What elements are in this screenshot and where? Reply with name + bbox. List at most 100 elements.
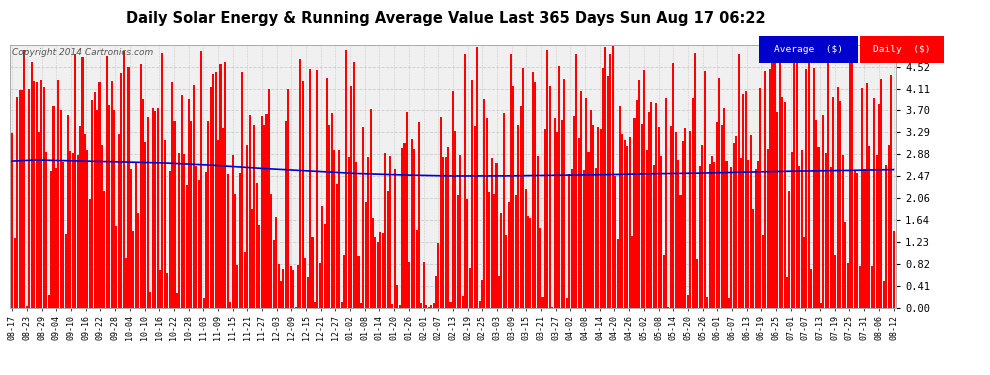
- Bar: [590, 110, 592, 308]
- Bar: [188, 99, 190, 308]
- Bar: [488, 192, 490, 308]
- Bar: [234, 194, 236, 308]
- Bar: [863, 169, 865, 308]
- Bar: [544, 129, 545, 308]
- Bar: [890, 75, 892, 308]
- Bar: [842, 155, 843, 308]
- Bar: [575, 54, 577, 307]
- Bar: [551, 306, 553, 308]
- Bar: [542, 297, 544, 307]
- Bar: [825, 153, 827, 308]
- Bar: [505, 235, 507, 308]
- Bar: [766, 149, 768, 308]
- Bar: [546, 50, 548, 308]
- Bar: [878, 104, 880, 308]
- Bar: [168, 171, 170, 308]
- Bar: [454, 131, 456, 308]
- Bar: [54, 168, 57, 308]
- Bar: [185, 185, 188, 308]
- Bar: [602, 68, 604, 308]
- Bar: [595, 168, 597, 308]
- Bar: [617, 239, 619, 308]
- Bar: [856, 173, 858, 308]
- Text: Average  ($): Average ($): [773, 45, 842, 54]
- Bar: [329, 125, 331, 308]
- Bar: [754, 168, 756, 308]
- Bar: [830, 167, 832, 308]
- Bar: [449, 303, 451, 307]
- Bar: [84, 134, 86, 308]
- Bar: [205, 172, 207, 308]
- Bar: [718, 78, 721, 308]
- Bar: [716, 122, 718, 308]
- Bar: [757, 161, 759, 308]
- Bar: [558, 66, 560, 308]
- Bar: [587, 152, 589, 308]
- Bar: [515, 195, 517, 308]
- Bar: [764, 71, 766, 308]
- Bar: [183, 154, 185, 308]
- Bar: [672, 63, 674, 308]
- Bar: [493, 194, 495, 308]
- Bar: [275, 217, 277, 308]
- Bar: [297, 265, 299, 308]
- Bar: [108, 105, 110, 308]
- Bar: [287, 89, 289, 308]
- Bar: [832, 97, 834, 308]
- Bar: [438, 243, 440, 308]
- Bar: [321, 206, 323, 308]
- Bar: [31, 62, 33, 308]
- Bar: [682, 141, 684, 308]
- Bar: [253, 126, 255, 308]
- Bar: [835, 255, 837, 308]
- Bar: [50, 171, 52, 308]
- Bar: [609, 54, 611, 307]
- Bar: [600, 129, 602, 308]
- Bar: [369, 109, 371, 308]
- Bar: [476, 47, 478, 308]
- Bar: [222, 128, 224, 308]
- Bar: [866, 83, 868, 308]
- Bar: [652, 165, 655, 308]
- Bar: [483, 99, 485, 308]
- Bar: [769, 69, 771, 308]
- Bar: [823, 115, 825, 308]
- Bar: [451, 91, 454, 308]
- Bar: [384, 153, 386, 308]
- Bar: [346, 50, 347, 308]
- Bar: [357, 256, 359, 308]
- Bar: [810, 269, 812, 308]
- Bar: [556, 132, 558, 308]
- Bar: [660, 156, 662, 308]
- Bar: [851, 53, 853, 307]
- Bar: [217, 140, 219, 308]
- Bar: [742, 94, 744, 308]
- Bar: [798, 166, 800, 308]
- Bar: [629, 137, 631, 308]
- Bar: [491, 158, 493, 308]
- Bar: [282, 270, 284, 308]
- Bar: [304, 258, 306, 308]
- Bar: [210, 87, 212, 308]
- Bar: [125, 258, 127, 307]
- Bar: [94, 92, 96, 308]
- Bar: [118, 134, 120, 308]
- Bar: [679, 195, 681, 308]
- Bar: [260, 116, 262, 308]
- Bar: [248, 115, 250, 308]
- Bar: [498, 276, 500, 308]
- Bar: [317, 70, 319, 308]
- Bar: [176, 293, 178, 308]
- Bar: [508, 202, 510, 308]
- Text: Copyright 2014 Cartronics.com: Copyright 2014 Cartronics.com: [12, 48, 152, 57]
- Bar: [644, 70, 645, 308]
- Bar: [721, 125, 723, 308]
- Bar: [641, 123, 643, 308]
- Bar: [481, 280, 483, 308]
- Bar: [677, 160, 679, 308]
- Bar: [840, 101, 842, 308]
- Bar: [171, 82, 173, 308]
- Bar: [612, 46, 614, 308]
- Bar: [401, 148, 403, 308]
- Bar: [159, 270, 161, 308]
